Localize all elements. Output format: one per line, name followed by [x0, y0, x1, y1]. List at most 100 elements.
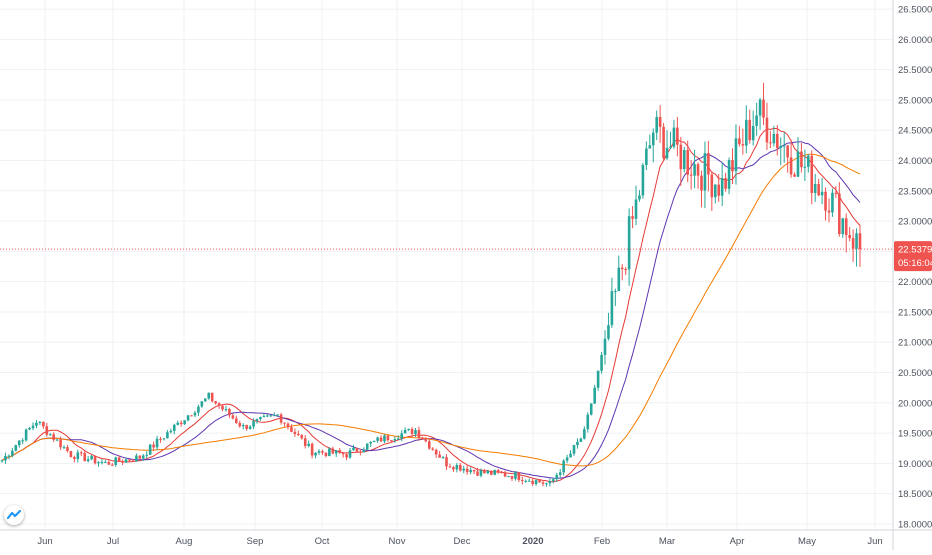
grid	[0, 0, 893, 530]
candle	[614, 288, 617, 307]
candle	[810, 150, 814, 205]
x-tick-label: May	[798, 536, 816, 547]
candle	[266, 414, 269, 418]
candle-body	[393, 439, 397, 441]
candle-body	[421, 437, 424, 440]
candle-body	[152, 444, 155, 448]
candle	[152, 441, 155, 452]
candle	[517, 471, 521, 483]
candle	[362, 447, 366, 453]
candle	[79, 450, 83, 457]
candle-body	[148, 444, 152, 455]
candle-body	[617, 267, 621, 292]
candle	[221, 404, 224, 412]
candle-body	[359, 451, 362, 453]
candle-body	[300, 435, 304, 439]
candle	[438, 451, 441, 458]
candle-body	[293, 431, 297, 434]
candle-body	[14, 445, 18, 451]
candle-body	[796, 151, 800, 177]
candle-body	[527, 480, 531, 482]
candle-body	[834, 192, 838, 194]
y-tick-label: 24.50000	[898, 126, 932, 137]
candle	[345, 453, 348, 461]
candle	[569, 450, 572, 458]
candle	[765, 102, 769, 151]
candle-body	[638, 195, 641, 200]
candle-body	[376, 437, 379, 441]
candle-body	[827, 210, 831, 213]
candle-body	[844, 218, 848, 236]
candle-body	[110, 464, 114, 466]
candle	[403, 427, 407, 434]
candle-body	[224, 409, 228, 411]
candle-body	[272, 414, 276, 416]
candle-body	[159, 438, 162, 440]
candle-body	[607, 325, 610, 339]
candle-body	[445, 457, 448, 467]
candle-body	[245, 424, 248, 429]
candle	[844, 213, 848, 253]
candle-body	[762, 99, 765, 118]
x-tick-label: Jul	[107, 536, 119, 547]
candle	[800, 142, 803, 173]
candle	[245, 424, 248, 431]
candle-body	[769, 142, 772, 144]
candle	[17, 440, 21, 448]
candle-body	[310, 443, 314, 456]
candle	[310, 442, 314, 459]
candle	[700, 170, 703, 208]
candle	[283, 422, 286, 427]
time-axis[interactable]: Jun Jul Aug Sep Oct Nov Dec 2020 Feb Mar Apr May Jun	[37, 536, 882, 547]
candle-body	[458, 465, 462, 471]
candle-body	[186, 415, 190, 421]
candle	[62, 445, 66, 450]
candle	[851, 229, 855, 262]
candle	[83, 451, 86, 462]
candle-body	[548, 481, 552, 484]
candle	[276, 414, 279, 417]
candle	[379, 435, 383, 442]
candle-body	[52, 434, 55, 440]
candle	[503, 470, 507, 478]
candle	[627, 208, 631, 286]
tradingview-logo-icon[interactable]	[4, 505, 24, 525]
x-tick-label: Apr	[730, 536, 745, 547]
candle-body	[503, 473, 507, 477]
candle	[645, 141, 648, 170]
candle-body	[403, 429, 407, 434]
candle-body	[341, 452, 345, 455]
candle-body	[562, 460, 565, 473]
y-tick-label: 25.00000	[898, 95, 932, 106]
candle-body	[131, 460, 135, 462]
candle-body	[372, 440, 376, 443]
candle-body	[262, 416, 266, 418]
candle	[813, 174, 817, 202]
candle-body	[145, 454, 149, 456]
candle-body	[290, 427, 293, 432]
candle	[21, 438, 24, 445]
candle	[369, 440, 372, 448]
candle-body	[696, 164, 700, 176]
candle	[334, 450, 338, 458]
candle	[97, 460, 100, 467]
candle-body	[831, 192, 834, 213]
price-axis[interactable]: 26.50000 26.00000 25.50000 25.00000 24.50000…	[898, 5, 932, 531]
candle-body	[266, 415, 269, 417]
candle	[724, 172, 727, 192]
candle	[338, 447, 341, 454]
candle	[600, 351, 603, 374]
candle	[90, 454, 93, 461]
candle	[638, 190, 641, 202]
candle-body	[55, 439, 59, 441]
candle-body	[369, 442, 372, 444]
candle	[562, 459, 565, 476]
candle-body	[555, 474, 559, 480]
candle	[527, 478, 531, 482]
candle	[824, 187, 827, 221]
candle	[641, 162, 645, 199]
candle	[686, 140, 690, 183]
